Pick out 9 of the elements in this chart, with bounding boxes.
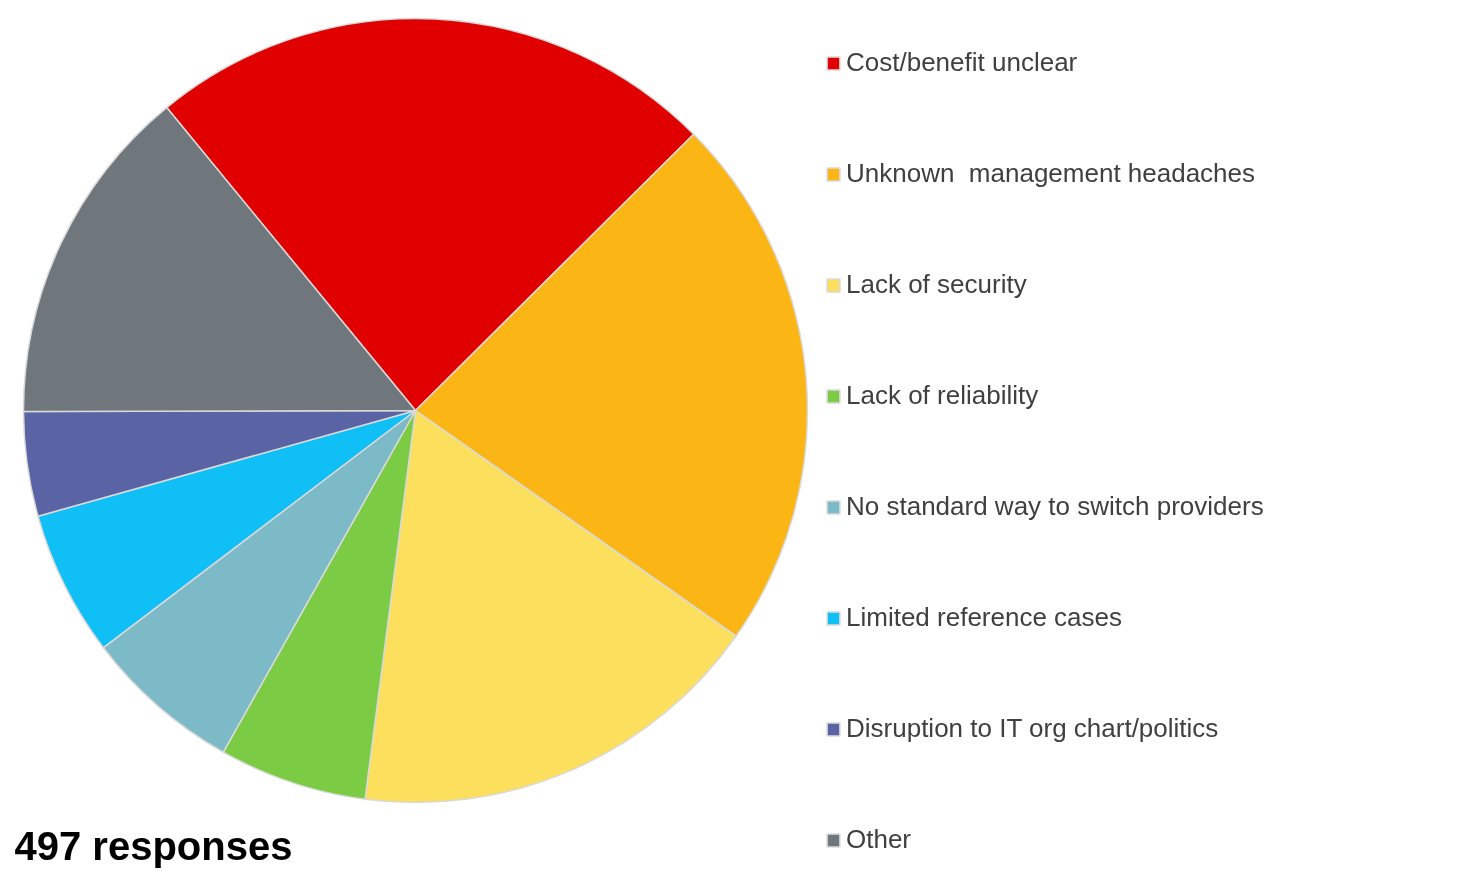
legend-label: Limited reference cases <box>846 602 1123 633</box>
legend-label: Disruption to IT org chart/politics <box>846 713 1219 744</box>
legend-label: Lack of security <box>846 269 1027 300</box>
text: 497 responses <box>14 823 293 868</box>
legend-label: Unknown management headaches <box>846 158 1256 189</box>
legend-label: Other <box>846 824 912 855</box>
legend-label: Lack of reliability <box>846 380 1039 411</box>
legend-label: No standard way to switch providers <box>846 491 1264 522</box>
legend-label: Cost/benefit unclear <box>846 47 1078 78</box>
